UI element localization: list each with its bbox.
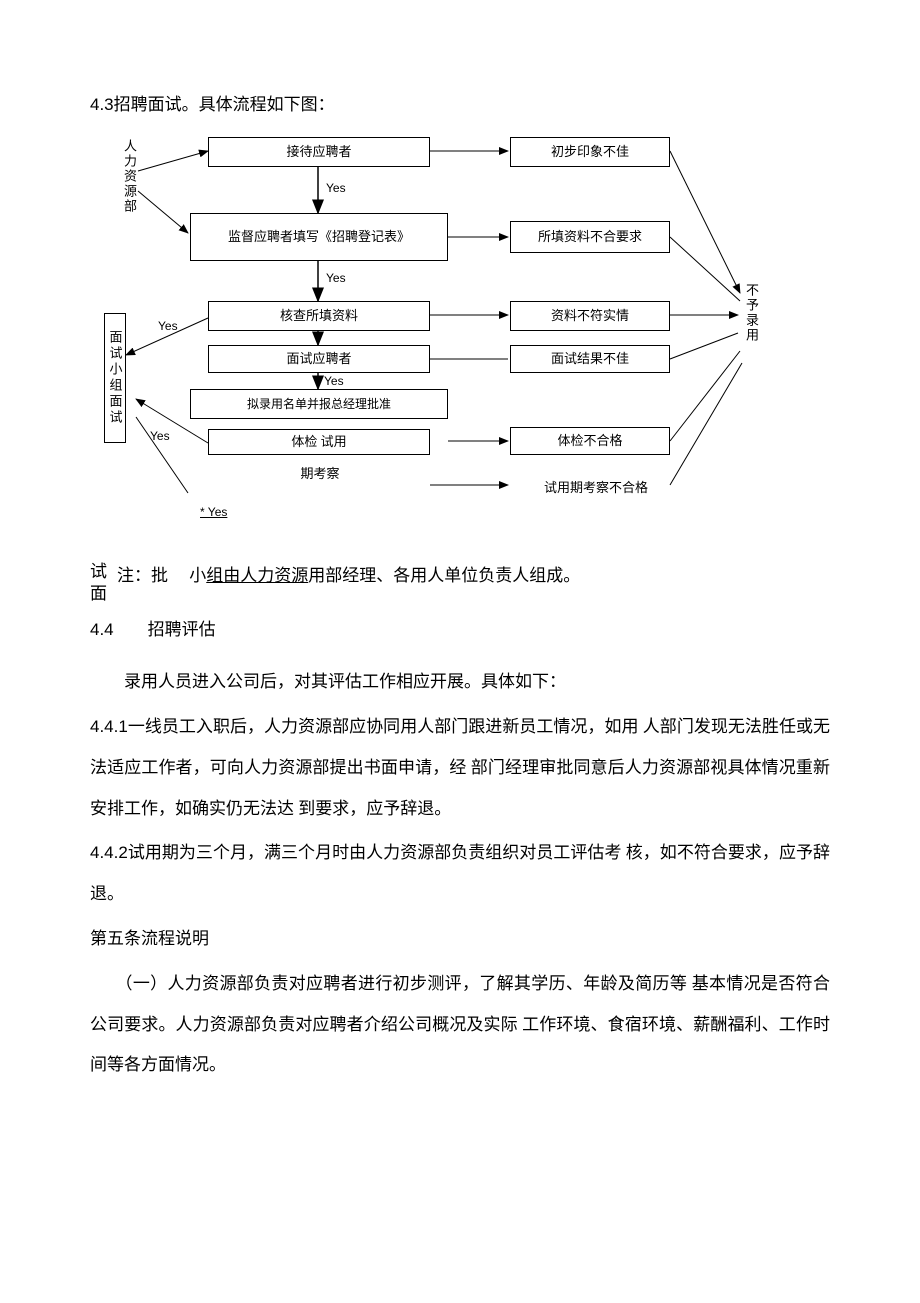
- sec5-heading: 第五条流程说明: [90, 919, 830, 960]
- note-left: 试 面: [90, 561, 107, 605]
- node-probation: 期考察: [280, 463, 360, 482]
- note-left-1: 试: [90, 561, 107, 583]
- flow-arrows: [90, 133, 830, 553]
- yes-5: Yes: [150, 429, 170, 443]
- heading-4-4-label: 招聘评估: [148, 620, 216, 639]
- node-receive: 接待应聘者: [208, 137, 430, 167]
- heading-4-3: 4.3招聘面试。具体流程如下图：: [90, 90, 830, 115]
- node-interview: 面试应聘者: [208, 345, 430, 373]
- para-441-num: 4.4.1: [90, 717, 128, 736]
- heading-4-3-num: 4.3: [90, 95, 114, 114]
- node-form: 监督应聘者填写《招聘登记表》: [190, 213, 448, 261]
- yes-star: * Yes: [200, 505, 227, 519]
- node-verify: 核查所填资料: [208, 301, 430, 331]
- label-interview-group: 面试小组面试: [104, 313, 126, 443]
- yes-4: Yes: [324, 374, 344, 388]
- flowchart: 人力资源部 面试小组面试 接待应聘者 监督应聘者填写《招聘登记表》 核查所填资料…: [90, 133, 830, 553]
- node-r3: 资料不符实情: [510, 301, 670, 331]
- node-r5: 体检不合格: [510, 427, 670, 455]
- para-442-num: 4.4.2: [90, 843, 128, 862]
- note-ul: 组由人力资源: [206, 566, 308, 585]
- para-intro: 录用人员进入公司后，对其评估工作相应开展。具体如下：: [90, 662, 830, 703]
- para-442-text: 试用期为三个月，满三个月时由人力资源部负责组织对员工评估考 核，如不符合要求，应…: [90, 843, 830, 903]
- note-text: 注：批 小组由人力资源用部经理、各用人单位负责人组成。: [117, 561, 580, 586]
- note-row: 试 面 注：批 小组由人力资源用部经理、各用人单位负责人组成。: [90, 561, 830, 605]
- para-441: 4.4.1一线员工入职后，人力资源部应协同用人部门跟进新员工情况，如用 人部门发…: [90, 707, 830, 829]
- note-b: 用部经理、各用人单位负责人组成。: [308, 566, 580, 585]
- node-r1: 初步印象不佳: [510, 137, 670, 167]
- note-prefix: 注：批: [117, 566, 168, 585]
- yes-1: Yes: [326, 181, 346, 195]
- node-checkup: 体检 试用: [208, 429, 430, 455]
- node-r2: 所填资料不合要求: [510, 221, 670, 253]
- yes-2: Yes: [326, 271, 346, 285]
- heading-4-3-text: 招聘面试。具体流程如下图：: [114, 95, 335, 114]
- node-approve: 拟录用名单并报总经理批准: [190, 389, 448, 419]
- yes-3: Yes: [158, 319, 178, 333]
- heading-4-4-num: 4.4: [90, 620, 114, 639]
- node-reject: 不予录用: [742, 283, 761, 343]
- sec5-para: （一）人力资源部负责对应聘者进行初步测评，了解其学历、年龄及简历等 基本情况是否…: [90, 964, 830, 1086]
- label-hr-dept: 人力资源部: [120, 139, 139, 214]
- heading-4-4: 4.4 招聘评估: [90, 615, 830, 640]
- node-r6: 试用期考察不合格: [516, 477, 676, 496]
- para-442: 4.4.2试用期为三个月，满三个月时由人力资源部负责组织对员工评估考 核，如不符…: [90, 833, 830, 915]
- para-441-text: 一线员工入职后，人力资源部应协同用人部门跟进新员工情况，如用 人部门发现无法胜任…: [90, 717, 830, 818]
- note-a: 小: [189, 566, 206, 585]
- node-r4: 面试结果不佳: [510, 345, 670, 373]
- note-left-2: 面: [90, 583, 107, 605]
